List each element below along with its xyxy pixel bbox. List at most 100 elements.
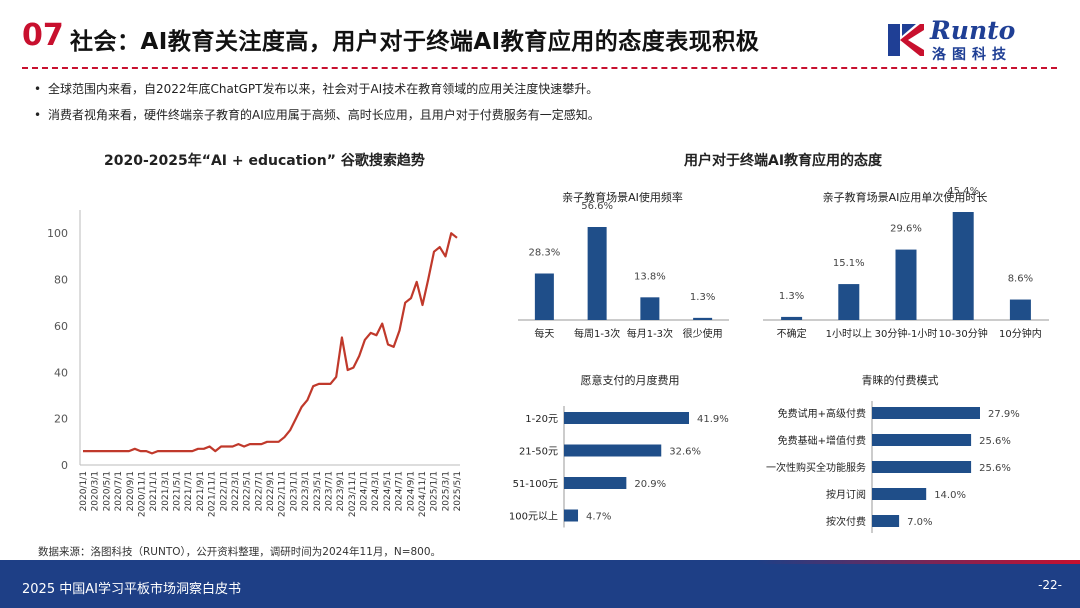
chart-title: 愿意支付的月度费用 xyxy=(581,373,680,387)
bar xyxy=(872,515,900,527)
category-label: 免费试用+高级付费 xyxy=(778,407,866,420)
bar xyxy=(872,434,972,446)
x-tick-label: 2023/9/1 xyxy=(336,471,346,511)
page-number: -22- xyxy=(1038,578,1062,592)
x-tick-label: 2020/7/1 xyxy=(114,471,124,511)
data-label: 1.3% xyxy=(779,291,804,302)
x-tick-label: 2020/9/1 xyxy=(126,471,136,511)
bar xyxy=(564,477,627,489)
bar xyxy=(872,407,980,419)
bullet-text: 全球范围内来看，自2022年底ChatGPT发布以来，社会对于AI技术在教育领域… xyxy=(48,82,599,96)
data-label: 4.7% xyxy=(586,512,611,523)
x-tick-label: 2021/1/1 xyxy=(149,471,159,511)
chart-title: 青睐的付费模式 xyxy=(862,373,939,387)
x-tick-label: 2021/11/1 xyxy=(208,471,218,517)
category-label: 51-100元 xyxy=(513,479,558,490)
logo-mark-icon xyxy=(888,24,924,56)
x-tick-label: 2021/9/1 xyxy=(196,471,206,511)
x-tick-label: 2021/7/1 xyxy=(184,471,194,511)
header-divider xyxy=(22,67,1057,69)
data-label: 8.6% xyxy=(1008,274,1033,285)
data-label: 14.0% xyxy=(934,490,966,501)
data-source-note: 数据来源：洛图科技（RUNTO），公开资料整理，调研时间为2024年11月，N=… xyxy=(38,546,442,558)
footer-title: 2025 中国AI学习平板市场洞察白皮书 xyxy=(22,582,241,597)
x-tick-label: 2020/11/1 xyxy=(137,471,147,517)
x-tick-label: 2020/5/1 xyxy=(102,471,112,511)
category-label: 按月订阅 xyxy=(826,488,866,501)
x-tick-label: 2024/11/1 xyxy=(418,471,428,517)
x-tick-label: 2022/3/1 xyxy=(231,471,241,511)
x-tick-label: 2023/11/1 xyxy=(348,471,358,517)
y-tick-label: 60 xyxy=(54,320,68,333)
bar xyxy=(587,227,607,320)
x-tick-label: 2023/3/1 xyxy=(301,471,311,511)
category-label: 1-20元 xyxy=(525,414,558,425)
usage-frequency-bar-chart: 亲子教育场景AI使用频率 28.3% 每天 56.6% 每周1-3次 13.8% 每月1-3… xyxy=(518,190,729,340)
x-tick-label: 2024/5/1 xyxy=(383,471,393,511)
data-label: 32.6% xyxy=(669,447,701,458)
bar xyxy=(952,212,974,320)
data-label: 7.0% xyxy=(907,517,932,528)
category-label: 很少使用 xyxy=(683,327,723,340)
x-tick-label: 2022/11/1 xyxy=(278,471,288,517)
data-label: 27.9% xyxy=(988,409,1020,420)
category-label: 每月1-3次 xyxy=(627,327,673,340)
x-tick-label: 2023/7/1 xyxy=(324,471,334,511)
y-tick-label: 0 xyxy=(61,459,68,472)
bar xyxy=(872,488,927,500)
data-label: 13.8% xyxy=(634,271,666,282)
x-tick-label: 2020/3/1 xyxy=(91,471,101,511)
section-number: 07 xyxy=(22,18,64,53)
x-tick-label: 2022/1/1 xyxy=(219,471,229,511)
x-tick-label: 2021/5/1 xyxy=(173,471,183,511)
monthly-fee-bar-chart: 愿意支付的月度费用 1-20元 41.9% 21-50元 32.6% 51-100元 20.… xyxy=(509,373,729,528)
x-tick-label: 2024/7/1 xyxy=(395,471,405,511)
line-chart-title: 2020-2025年“AI + education” 谷歌搜索趋势 xyxy=(104,153,425,169)
data-label: 28.3% xyxy=(528,248,560,259)
category-label: 免费基础+增值付费 xyxy=(778,434,866,447)
usage-duration-bar-chart: 亲子教育场景AI应用单次使用时长 1.3% 不确定 15.1% 1小时以上 29.6% 30… xyxy=(763,186,1049,340)
category-label: 10分钟内 xyxy=(999,327,1042,340)
logo-chinese: 洛图科技 xyxy=(932,47,1012,63)
x-tick-label: 2025/5/1 xyxy=(453,471,463,511)
data-label: 25.6% xyxy=(979,463,1011,474)
page-title: 社会：AI教育关注度高，用户对于终端AI教育应用的态度表现积极 xyxy=(70,29,760,55)
bullet-item: • 全球范围内来看，自2022年底ChatGPT发布以来，社会对于AI技术在教育领… xyxy=(34,82,599,96)
x-tick-label: 2024/9/1 xyxy=(406,471,416,511)
bar xyxy=(895,249,917,320)
right-section-title: 用户对于终端AI教育应用的态度 xyxy=(684,153,883,169)
y-tick-label: 40 xyxy=(54,366,68,379)
category-label: 10-30分钟 xyxy=(939,327,988,340)
runto-logo: Runto 洛图科技 xyxy=(886,16,1056,64)
data-label: 25.6% xyxy=(979,436,1011,447)
bar xyxy=(872,461,972,473)
x-tick-label: 2024/1/1 xyxy=(360,471,370,511)
logo-wordmark: Runto xyxy=(930,16,1016,45)
data-label: 1.3% xyxy=(690,292,715,303)
footer-bar: 2025 中国AI学习平板市场洞察白皮书 -22- xyxy=(0,564,1080,608)
bullet-item: • 消费者视角来看，硬件终端亲子教育的AI应用属于高频、高时长应用，且用户对于付费… xyxy=(34,108,600,122)
chart-title: 亲子教育场景AI使用频率 xyxy=(562,190,683,204)
data-label: 15.1% xyxy=(833,258,865,269)
category-label: 不确定 xyxy=(777,327,807,340)
bar xyxy=(564,509,579,522)
category-label: 100元以上 xyxy=(509,511,558,523)
data-label: 20.9% xyxy=(634,479,666,490)
x-tick-label: 2025/3/1 xyxy=(441,471,451,511)
data-label: 29.6% xyxy=(890,224,922,235)
chart-title: 亲子教育场景AI应用单次使用时长 xyxy=(823,190,988,204)
data-label: 56.6% xyxy=(581,201,613,212)
bar xyxy=(693,317,713,320)
y-tick-label: 80 xyxy=(54,274,68,287)
data-label: 41.9% xyxy=(697,414,729,425)
category-label: 每周1-3次 xyxy=(574,327,620,340)
bar xyxy=(640,297,660,320)
category-label: 一次性购买全功能服务 xyxy=(766,461,866,474)
bar xyxy=(534,273,554,320)
x-tick-label: 2023/1/1 xyxy=(289,471,299,511)
bar xyxy=(781,316,803,320)
category-label: 21-50元 xyxy=(519,447,558,458)
y-tick-label: 20 xyxy=(54,413,68,426)
x-tick-label: 2024/3/1 xyxy=(371,471,381,511)
